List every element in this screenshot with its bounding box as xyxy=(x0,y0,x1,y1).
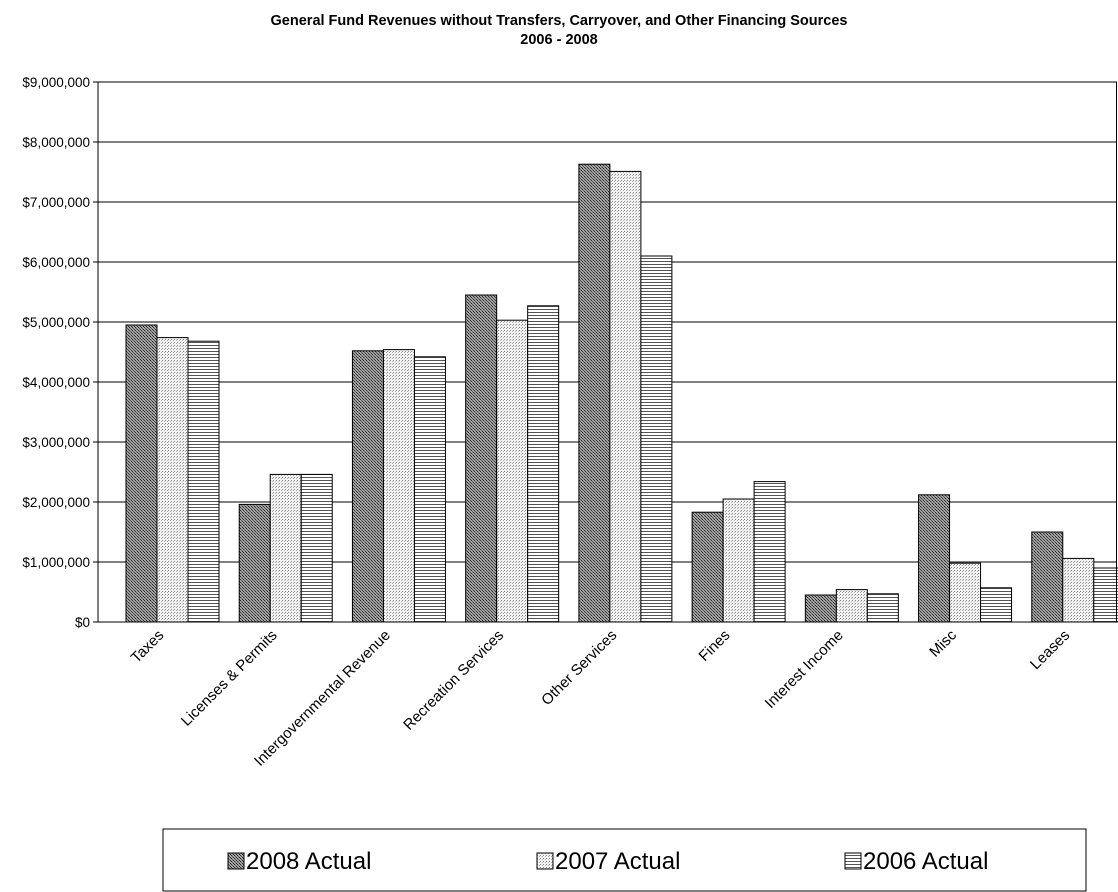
bar-misc-2008-actual xyxy=(919,495,950,622)
x-axis-labels: Taxes Licenses & PermitsIntergovernmental… xyxy=(128,626,1074,769)
legend-label-2007-actual: 2007 Actual xyxy=(555,848,680,875)
y-axis-ticks: $0 $1,000,000 $2,000,000 $3,000,000 $4,000,0… xyxy=(22,75,98,630)
bar-taxes-2007-actual xyxy=(157,338,188,622)
bar-fines-2006-actual xyxy=(754,482,785,622)
bar-fines-2007-actual xyxy=(723,499,754,622)
x-tick-label-intergovernmental-revenue: Intergovernmental Revenue xyxy=(251,627,394,770)
y-tick-label: $2,000,000 xyxy=(22,495,90,510)
bar-other-services-2008-actual xyxy=(579,164,610,622)
y-tick-label: $3,000,000 xyxy=(22,435,90,450)
bar-recreation-services-2006-actual xyxy=(528,306,559,622)
x-tick-label-other-services: Other Services xyxy=(538,627,620,709)
bar-interest-income-2006-actual xyxy=(867,594,898,622)
bar-taxes-2006-actual xyxy=(188,341,219,622)
y-tick-label: $4,000,000 xyxy=(22,375,90,390)
x-tick-label-taxes: Taxes xyxy=(128,627,168,667)
bar-other-services-2006-actual xyxy=(641,256,672,622)
bar-misc-2007-actual xyxy=(950,563,981,622)
x-tick-label-leases: Leases xyxy=(1027,627,1073,673)
y-tick-label: $0 xyxy=(75,615,90,630)
x-tick-label-fines: Fines xyxy=(696,627,734,665)
y-tick-label: $6,000,000 xyxy=(22,255,90,270)
bar-fines-2008-actual xyxy=(692,512,723,622)
legend-swatch-2006-actual xyxy=(845,853,861,869)
legend-swatch-2008-actual xyxy=(228,853,244,869)
y-tick-label: $7,000,000 xyxy=(22,195,90,210)
bar-taxes-2008-actual xyxy=(126,325,157,622)
bar-licenses-and-permits-2006-actual xyxy=(301,474,332,622)
bar-recreation-services-2007-actual xyxy=(497,320,528,622)
y-tick-label: $1,000,000 xyxy=(22,555,90,570)
bar-leases-2006-actual xyxy=(1094,568,1118,622)
bar-intergovernmental-revenue-2008-actual xyxy=(352,351,383,622)
y-tick-label: $5,000,000 xyxy=(22,315,90,330)
x-tick-label-licenses-and-permits: Licenses & Permits xyxy=(178,627,281,730)
bar-licenses-and-permits-2008-actual xyxy=(239,504,270,622)
legend-label-2006-actual: 2006 Actual xyxy=(863,848,988,875)
y-tick-label: $8,000,000 xyxy=(22,135,90,150)
bar-misc-2006-actual xyxy=(981,588,1012,622)
bar-interest-income-2008-actual xyxy=(805,595,836,622)
bar-leases-2007-actual xyxy=(1063,558,1094,622)
legend-label-2008-actual: 2008 Actual xyxy=(246,848,371,875)
x-tick-label-misc: Misc xyxy=(926,626,960,660)
bar-recreation-services-2008-actual xyxy=(466,295,497,622)
bars xyxy=(126,164,1118,622)
bar-other-services-2007-actual xyxy=(610,171,641,622)
bar-interest-income-2007-actual xyxy=(836,590,867,622)
legend: 2008 Actual 2007 Actual 2006 Actual xyxy=(163,829,1086,891)
bar-intergovernmental-revenue-2007-actual xyxy=(383,350,414,622)
y-tick-label: $9,000,000 xyxy=(22,75,90,90)
x-tick-label-interest-income: Interest Income xyxy=(762,627,847,712)
bar-leases-2008-actual xyxy=(1032,532,1063,622)
bar-licenses-and-permits-2007-actual xyxy=(270,474,301,622)
legend-swatch-2007-actual xyxy=(537,853,553,869)
bar-intergovernmental-revenue-2006-actual xyxy=(414,357,445,622)
chart-subtitle: 2006 - 2008 xyxy=(520,32,597,48)
chart-title: General Fund Revenues without Transfers,… xyxy=(271,13,848,29)
x-tick-label-recreation-services: Recreation Services xyxy=(400,627,507,734)
